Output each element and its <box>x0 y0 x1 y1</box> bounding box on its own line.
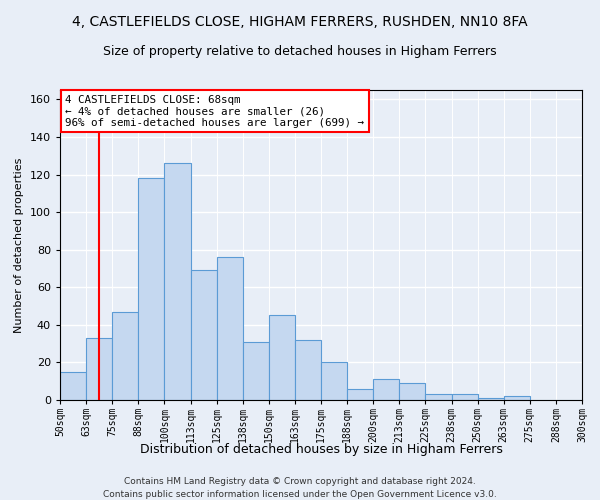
Bar <box>112 312 139 400</box>
Bar <box>60 372 86 400</box>
Bar <box>478 398 504 400</box>
Bar <box>164 164 191 400</box>
Bar <box>347 388 373 400</box>
Text: Size of property relative to detached houses in Higham Ferrers: Size of property relative to detached ho… <box>103 45 497 58</box>
Bar <box>295 340 321 400</box>
Bar <box>139 178 164 400</box>
Bar <box>191 270 217 400</box>
Bar <box>217 257 243 400</box>
Bar <box>243 342 269 400</box>
Text: 4, CASTLEFIELDS CLOSE, HIGHAM FERRERS, RUSHDEN, NN10 8FA: 4, CASTLEFIELDS CLOSE, HIGHAM FERRERS, R… <box>72 15 528 29</box>
Text: Contains public sector information licensed under the Open Government Licence v3: Contains public sector information licen… <box>103 490 497 499</box>
Bar <box>400 383 425 400</box>
Bar <box>269 316 295 400</box>
Bar <box>86 338 112 400</box>
Bar <box>504 396 530 400</box>
Text: Contains HM Land Registry data © Crown copyright and database right 2024.: Contains HM Land Registry data © Crown c… <box>124 478 476 486</box>
Y-axis label: Number of detached properties: Number of detached properties <box>14 158 24 332</box>
Text: Distribution of detached houses by size in Higham Ferrers: Distribution of detached houses by size … <box>140 442 502 456</box>
Bar <box>425 394 452 400</box>
Text: 4 CASTLEFIELDS CLOSE: 68sqm
← 4% of detached houses are smaller (26)
96% of semi: 4 CASTLEFIELDS CLOSE: 68sqm ← 4% of deta… <box>65 94 364 128</box>
Bar <box>321 362 347 400</box>
Bar <box>373 380 400 400</box>
Bar <box>452 394 478 400</box>
